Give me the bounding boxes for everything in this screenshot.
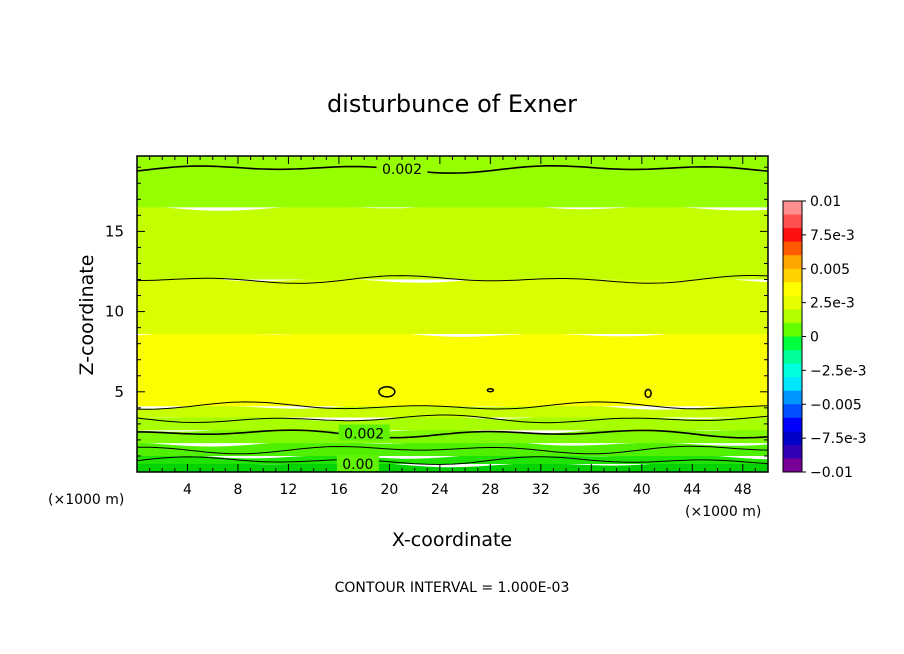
colorbar-labels: 0.01 7.5e-3 0.005 2.5e-3 0 −2.5e-3 −0.005 −7.5e… (802, 194, 867, 481)
closed-contour-2 (644, 388, 652, 399)
band-8 (137, 203, 768, 280)
y-tick-label: 5 (114, 383, 124, 401)
y-tick-label: 15 (105, 222, 124, 240)
colorbar-label: −2.5e-3 (810, 363, 867, 379)
colorbar-label: 0 (810, 330, 819, 346)
closed-contour-1 (486, 387, 495, 393)
colorbar-label: −0.01 (810, 465, 853, 481)
contour-line-6 (136, 165, 769, 174)
closed-contour-0 (378, 386, 396, 398)
x-axis-unit-left: (×1000 m) (48, 492, 124, 508)
x-tick-label: 20 (380, 482, 398, 498)
colorbar-label: 7.5e-3 (810, 228, 855, 244)
colorbar (782, 200, 803, 473)
x-tick-label: 12 (280, 482, 298, 498)
x-tick-label: 28 (481, 482, 499, 498)
y-tick-label: 10 (105, 303, 124, 321)
colorbar-swatch (783, 241, 802, 256)
band-6 (137, 330, 768, 407)
x-tick-label: 36 (582, 482, 600, 498)
contour-line-1 (137, 445, 769, 455)
chart-title: disturbunce of Exner (327, 90, 577, 118)
colorbar-swatch (783, 309, 802, 324)
contour-label: 0.002 (382, 162, 422, 178)
colorbar-swatch (783, 458, 802, 473)
x-tick-label: 24 (431, 482, 449, 498)
band-5 (137, 403, 768, 418)
band-4 (137, 414, 768, 431)
colorbar-swatch (783, 214, 802, 229)
colorbar-swatch (783, 322, 802, 337)
colorbar-swatch (783, 350, 802, 365)
contour-line-0 (136, 456, 769, 466)
contour-line-5 (136, 275, 769, 284)
contour-interval-note: CONTOUR INTERVAL = 1.000E-03 (335, 580, 570, 596)
contour-line-3 (136, 414, 769, 424)
y-axis-label: Z-coordinate (76, 255, 98, 376)
x-tick-label: 32 (532, 482, 550, 498)
contour-label: 0.00 (342, 457, 373, 473)
colorbar-label: −7.5e-3 (810, 431, 867, 447)
colorbar-swatch (783, 268, 802, 283)
colorbar-swatch (783, 390, 802, 405)
band-9 (137, 156, 768, 208)
colorbar-swatch (783, 255, 802, 270)
x-axis-label: X-coordinate (392, 529, 512, 551)
contour-label-bg (338, 424, 390, 441)
band-2 (137, 440, 768, 456)
x-axis-unit-right: (×1000 m) (685, 504, 761, 520)
contour-labels: 0.002 0.002 0.00 (336, 159, 428, 473)
colorbar-swatch (783, 363, 802, 378)
colorbar-swatch (783, 336, 802, 351)
colorbar-label: 0.005 (810, 262, 850, 278)
colorbar-swatch (783, 295, 802, 310)
colorbar-swatch (783, 201, 802, 216)
colorbar-swatch (783, 377, 802, 392)
x-tick-label: 4 (183, 482, 192, 498)
colorbar-label: −0.005 (810, 397, 862, 413)
contour-line-4 (136, 401, 769, 410)
x-tick-labels: 4 8 12 16 20 24 28 32 36 40 44 48 (183, 482, 752, 498)
x-tick-label: 40 (633, 482, 651, 498)
contour-label-bg (336, 454, 379, 471)
colorbar-swatch (783, 444, 802, 459)
colorbar-swatch (783, 417, 802, 432)
contour-label-bg (376, 159, 428, 176)
colorbar-label: 2.5e-3 (810, 296, 855, 312)
contour-label: 0.002 (344, 427, 384, 443)
band-7 (137, 276, 768, 335)
axis-ticks (137, 156, 768, 472)
contour-lines (136, 165, 769, 466)
y-tick-labels: 5 10 15 (105, 222, 124, 400)
colorbar-swatch (783, 282, 802, 297)
x-tick-label: 48 (734, 482, 752, 498)
x-tick-label: 44 (683, 482, 701, 498)
colorbar-swatch (783, 431, 802, 446)
colorbar-label: 0.01 (810, 194, 841, 210)
colorbar-swatch (783, 228, 802, 243)
contour-line-2 (137, 429, 769, 439)
band-0 (137, 460, 768, 472)
x-tick-label: 8 (233, 482, 242, 498)
x-tick-label: 16 (330, 482, 348, 498)
colorbar-swatch (783, 404, 802, 419)
plot-fill (137, 156, 768, 472)
